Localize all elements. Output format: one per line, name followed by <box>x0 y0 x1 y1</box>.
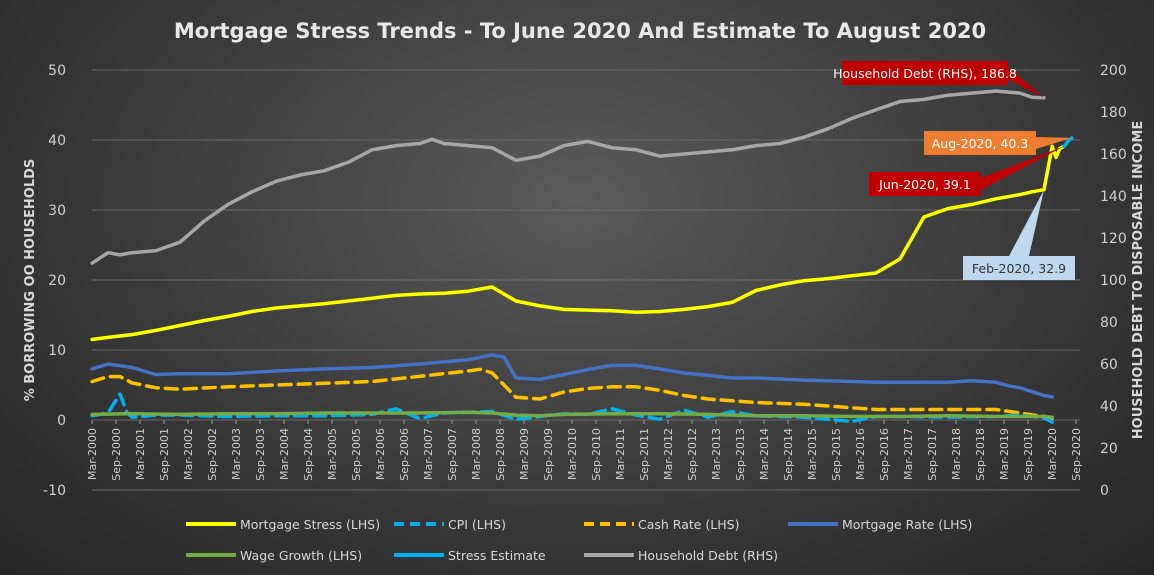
y2-tick-label: 20 <box>1100 441 1118 457</box>
series-line-stress-estimate <box>1062 136 1074 149</box>
series-line-mortgage-rate-lhs <box>90 353 1054 399</box>
legend: Mortgage Stress (LHS) CPI (LHS) Cash Rate … <box>186 517 972 563</box>
x-tick-label: Mar-2012 <box>662 428 675 480</box>
y-tick-label: 20 <box>48 273 66 289</box>
legend-label: Mortgage Stress (LHS) <box>240 517 380 532</box>
annotation-label: Feb-2020, 32.9 <box>972 261 1066 276</box>
legend-label: Stress Estimate <box>448 548 546 563</box>
x-tick-label: Sep-2002 <box>206 428 219 481</box>
legend-label: Wage Growth (LHS) <box>240 548 362 563</box>
annotation-layer: Household Debt (RHS), 186.8 Aug-2020, 40.… <box>833 61 1075 280</box>
annotation-label: Household Debt (RHS), 186.8 <box>833 66 1017 81</box>
annotation-pointer <box>1008 67 1044 98</box>
x-tick-label: Mar-2008 <box>470 428 483 480</box>
x-tick-label: Mar-2016 <box>854 428 867 480</box>
chart-title: Mortgage Stress Trends - To June 2020 An… <box>174 19 986 43</box>
legend-label: Household Debt (RHS) <box>638 548 778 563</box>
x-tick-label: Mar-2006 <box>374 428 387 480</box>
x-tick-label: Mar-2011 <box>614 428 627 480</box>
annotation-pointer <box>1009 189 1044 256</box>
x-tick-label: Sep-2016 <box>878 428 891 481</box>
series-line-mortgage-stress-lhs <box>90 144 1066 342</box>
y-tick-label: -10 <box>43 483 66 499</box>
x-tick-label: Sep-2005 <box>350 428 363 481</box>
x-tick-label: Sep-2007 <box>446 428 459 481</box>
legend-label: Cash Rate (LHS) <box>638 517 739 532</box>
series-line-household-debt-rhs <box>90 89 1046 265</box>
x-tick-label: Sep-2011 <box>638 428 651 481</box>
x-tick-label: Mar-2019 <box>998 428 1011 480</box>
x-tick-label: Mar-2002 <box>182 428 195 480</box>
x-tick-label: Mar-2003 <box>230 428 243 480</box>
annotation-label: Jun-2020, 39.1 <box>878 177 971 192</box>
series-line-wage-growth-lhs <box>90 410 1054 419</box>
y2-tick-label: 160 <box>1100 147 1127 163</box>
x-tick-label: Mar-2005 <box>326 428 339 480</box>
x-tick-label: Sep-2017 <box>926 428 939 481</box>
right-axis: 0 20 40 60 80 100 120 140 160 180 200 <box>1100 63 1127 499</box>
annotation-pointer <box>981 146 1065 190</box>
y-tick-label: 40 <box>48 133 66 149</box>
y-tick-label: 30 <box>48 203 66 219</box>
annotation-pointer <box>1036 137 1072 149</box>
x-tick-label: Mar-2014 <box>758 428 771 480</box>
x-tick-label: Sep-2009 <box>542 428 555 481</box>
x-tick-label: Mar-2009 <box>518 428 531 480</box>
x-tick-label: Mar-2015 <box>806 428 819 480</box>
x-tick-label: Sep-2010 <box>590 428 603 481</box>
y2-tick-label: 100 <box>1100 273 1127 289</box>
x-tick-label: Sep-2020 <box>1070 428 1083 481</box>
x-tick-label: Sep-2015 <box>830 428 843 481</box>
x-tick-label: Sep-2014 <box>782 428 795 481</box>
x-tick-label: Sep-2012 <box>686 428 699 481</box>
y2-tick-label: 120 <box>1100 231 1127 247</box>
series-line-cash-rate-lhs <box>90 367 1054 421</box>
right-axis-title: HOUSEHOLD DEBT TO DISPOSABLE INCOME <box>1131 121 1146 439</box>
y2-tick-label: 40 <box>1100 399 1118 415</box>
annotation-box <box>924 131 1036 155</box>
annotation-box <box>963 256 1075 280</box>
y-tick-label: 50 <box>48 63 66 79</box>
x-tick-label: Sep-2004 <box>302 428 315 481</box>
x-tick-label: Sep-2018 <box>974 428 987 481</box>
series-layer <box>90 89 1074 424</box>
y2-tick-label: 200 <box>1100 63 1127 79</box>
y-tick-label: 0 <box>57 413 66 429</box>
x-tick-label: Sep-2013 <box>734 428 747 481</box>
x-tick-label: Mar-2017 <box>902 428 915 480</box>
x-tick-label: Mar-2013 <box>710 428 723 480</box>
x-tick-label: Mar-2001 <box>134 428 147 480</box>
x-tick-label: Sep-2001 <box>158 428 171 481</box>
x-tick-label: Sep-2008 <box>494 428 507 481</box>
x-tick-label: Mar-2004 <box>278 428 291 480</box>
y2-tick-label: 180 <box>1100 105 1127 121</box>
left-axis-title: % BORROWING OO HOUSEHOLDS <box>23 159 38 402</box>
legend-label: CPI (LHS) <box>448 517 506 532</box>
x-axis: Mar-2000 Sep-2000 Mar-2001 Sep-2001 Mar-2002… <box>86 420 1083 481</box>
y2-tick-label: 60 <box>1100 357 1118 373</box>
x-tick-label: Mar-2010 <box>566 428 579 480</box>
y2-tick-label: 80 <box>1100 315 1118 331</box>
x-tick-label: Sep-2019 <box>1022 428 1035 481</box>
x-tick-label: Sep-2003 <box>254 428 267 481</box>
x-tick-label: Sep-2006 <box>398 428 411 481</box>
y2-tick-label: 0 <box>1100 483 1109 499</box>
x-tick-label: Sep-2000 <box>110 428 123 481</box>
x-tick-label: Mar-2020 <box>1046 428 1059 480</box>
x-tick-label: Mar-2018 <box>950 428 963 480</box>
annotation-label: Aug-2020, 40.3 <box>932 136 1029 151</box>
y2-tick-label: 140 <box>1100 189 1127 205</box>
left-axis: -10 0 10 20 30 40 50 <box>43 63 66 499</box>
x-tick-label: Mar-2007 <box>422 428 435 480</box>
y-tick-label: 10 <box>48 343 66 359</box>
legend-label: Mortgage Rate (LHS) <box>842 517 972 532</box>
annotation-box <box>842 61 1008 85</box>
x-tick-label: Mar-2000 <box>86 428 99 480</box>
annotation-box <box>869 172 981 196</box>
